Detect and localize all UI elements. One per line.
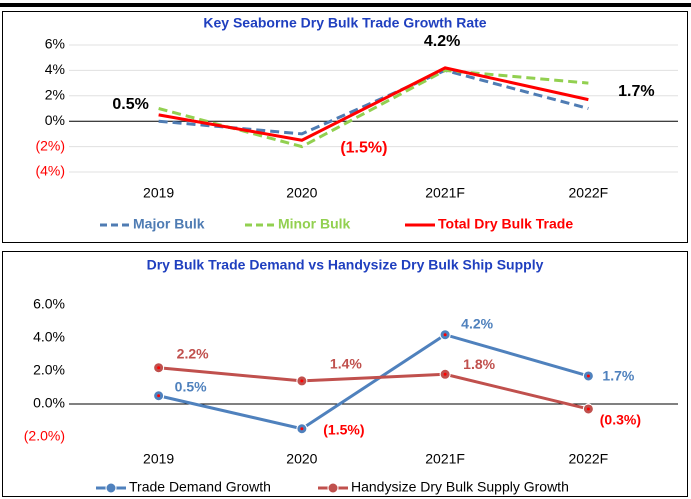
legend-marker	[327, 482, 339, 494]
legend-label: Major Bulk	[133, 216, 205, 232]
y-tick-label: (4%)	[35, 163, 65, 179]
x-tick-label: 2019	[143, 451, 174, 467]
point-marker-center	[157, 366, 161, 370]
legend-label: Trade Demand Growth	[129, 479, 271, 495]
value-label: 1.7%	[618, 83, 654, 100]
point-marker-center	[300, 379, 304, 383]
series-line	[158, 366, 589, 411]
y-tick-label: 6%	[45, 36, 65, 52]
value-label: 2.2%	[177, 345, 209, 361]
x-tick-label: 2022F	[569, 451, 609, 467]
y-tick-label: (2.0%)	[24, 428, 65, 444]
x-tick-label: 2020	[286, 185, 317, 201]
y-tick-label: 0%	[45, 112, 65, 128]
point-marker-center	[157, 394, 161, 398]
x-tick-label: 2022F	[569, 185, 609, 201]
chart-frame	[2, 251, 688, 497]
y-tick-label: 4.0%	[33, 329, 65, 345]
value-label: (1.5%)	[323, 421, 364, 437]
value-label: 1.8%	[463, 356, 495, 372]
series-line	[158, 333, 589, 431]
value-label: (0.3%)	[600, 412, 641, 428]
series-line	[158, 66, 589, 142]
point-marker-center	[586, 407, 590, 411]
legend-label: Total Dry Bulk Trade	[438, 216, 573, 232]
legend-label: Minor Bulk	[278, 216, 351, 232]
point-marker-center	[586, 374, 590, 378]
value-label: (1.5%)	[340, 139, 387, 156]
y-tick-label: 2.0%	[33, 362, 65, 378]
chart-title: Dry Bulk Trade Demand vs Handysize Dry B…	[147, 257, 544, 273]
chart-frame	[2, 11, 688, 243]
y-tick-label: 6.0%	[33, 296, 65, 312]
y-tick-label: 2%	[45, 87, 65, 103]
x-tick-label: 2019	[143, 185, 174, 201]
y-tick-label: (2%)	[35, 137, 65, 153]
legend-marker	[105, 482, 117, 494]
x-tick-label: 2020	[286, 451, 317, 467]
point-marker-center	[443, 333, 447, 337]
point-marker-center	[443, 372, 447, 376]
point-marker-center	[300, 427, 304, 431]
x-tick-label: 2021F	[425, 185, 465, 201]
y-tick-label: 4%	[45, 61, 65, 77]
chart-title: Key Seaborne Dry Bulk Trade Growth Rate	[203, 15, 486, 31]
value-label: 1.7%	[602, 368, 634, 384]
value-label: 4.2%	[461, 315, 493, 331]
value-label: 4.2%	[424, 33, 460, 50]
value-label: 0.5%	[175, 378, 207, 394]
y-tick-label: 0.0%	[33, 395, 65, 411]
x-tick-label: 2021F	[425, 451, 465, 467]
value-label: 1.4%	[330, 356, 362, 372]
legend-label: Handysize Dry Bulk Supply Growth	[351, 479, 569, 495]
value-label: 0.5%	[112, 96, 148, 113]
